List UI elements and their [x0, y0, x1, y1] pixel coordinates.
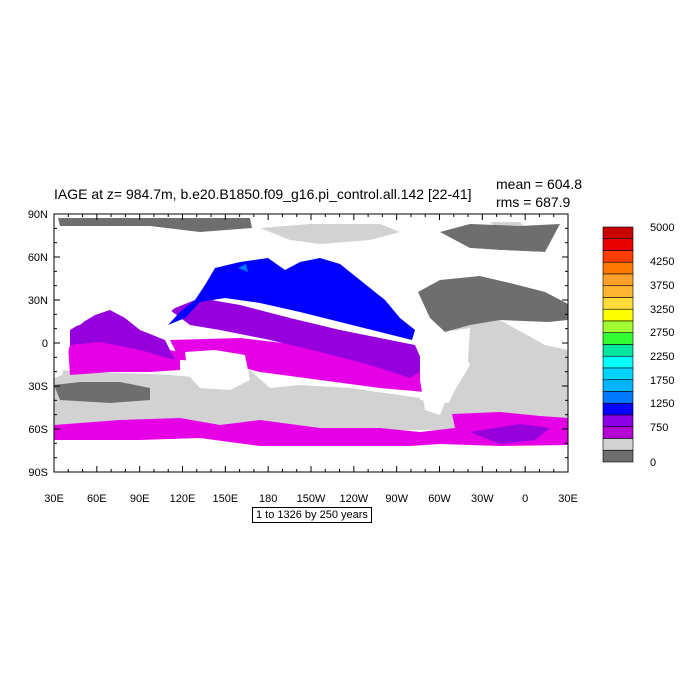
colorbar-box: [602, 226, 634, 240]
colorbar: 5000 4250 3750 3250 2750 2250 1750 1250 750 0: [602, 222, 674, 469]
colorbar-box: [602, 238, 634, 251]
colorbar-label: 750: [650, 422, 668, 434]
colorbar-label: 5000: [650, 222, 674, 234]
land-asia: [54, 236, 235, 330]
colorbar-box: [602, 402, 634, 416]
plot-title: IAGE at z= 984.7m, b.e20.B1850.f09_g16.p…: [54, 186, 472, 202]
lon-label: 120W: [339, 493, 368, 505]
rms-value: rms = 687.9: [496, 194, 571, 210]
colorbar-box: [602, 426, 634, 439]
north-pacific-blue: [168, 258, 415, 340]
colorbar-box: [602, 414, 634, 428]
mean-value: mean = 604.8: [496, 176, 583, 192]
lon-label: 30E: [558, 493, 578, 505]
longitude-axis: 30E 60E 90E 120E 150E 180 150W 120W 90W 60W 30W 0 30…: [44, 214, 578, 505]
colorbar-label: 1750: [650, 375, 674, 387]
southern-ocean-magenta: [54, 412, 568, 452]
land-namerica: [340, 240, 445, 330]
lon-label: 120E: [170, 493, 196, 505]
colorbar-box: [602, 261, 634, 275]
lon-label: 150E: [212, 493, 238, 505]
small-light-blue: [238, 264, 248, 272]
arctic-dark: [58, 218, 252, 232]
lon-label: 60E: [87, 493, 107, 505]
land-greenland: [470, 248, 545, 283]
colorbar-label: 2250: [650, 351, 674, 363]
lon-label: 150W: [297, 493, 326, 505]
lon-label: 180: [259, 493, 277, 505]
lat-label: 60S: [28, 424, 48, 436]
colorbar-label: 4250: [650, 256, 674, 268]
contour-info-box: 1 to 1326 by 250 years: [252, 507, 372, 523]
lat-label: 60N: [28, 252, 48, 264]
lon-label: 90E: [130, 493, 150, 505]
colorbar-box: [602, 438, 634, 451]
lat-label: 90S: [28, 467, 48, 479]
land-antarctica: [54, 446, 568, 472]
arctic-gray: [260, 224, 400, 244]
lon-label: 60W: [428, 493, 451, 505]
colorbar-box: [602, 250, 634, 263]
indian-ocean-gray: [54, 370, 420, 420]
colorbar-label: 0: [650, 457, 656, 469]
colorbar-box: [602, 297, 634, 310]
pacific-purple: [170, 298, 425, 378]
colorbar-box: [602, 320, 634, 334]
colorbar-box: [602, 285, 634, 298]
lon-label: 30E: [44, 493, 64, 505]
indian-ocean-purple: [70, 310, 175, 360]
south-atlantic-gray: [440, 315, 568, 420]
colorbar-label: 3750: [650, 280, 674, 292]
lon-label: 90W: [385, 493, 408, 505]
colorbar-box: [602, 308, 634, 322]
lat-label: 90N: [28, 209, 48, 221]
map-field: [54, 218, 568, 472]
southern-purple: [470, 424, 550, 444]
lon-label: 30W: [471, 493, 494, 505]
colorbar-box: [602, 391, 634, 404]
colorbar-box: [602, 379, 634, 392]
land-australia: [185, 350, 250, 390]
colorbar-box: [602, 367, 634, 381]
lat-label: 30N: [28, 295, 48, 307]
colorbar-box: [602, 344, 634, 357]
lat-label: 30S: [28, 381, 48, 393]
north-atlantic-dark: [418, 276, 568, 332]
colorbar-box: [602, 332, 634, 345]
colorbar-box: [602, 355, 634, 369]
colorbar-box: [602, 449, 634, 463]
lon-label: 0: [522, 493, 528, 505]
lat-label: 0: [42, 338, 48, 350]
south-pacific-magenta: [170, 338, 425, 392]
colorbar-label: 2750: [650, 327, 674, 339]
colorbar-label: 1250: [650, 398, 674, 410]
land-samerica: [420, 328, 470, 415]
latitude-axis: 90N 60N 30N 0 30S 60S 90S: [28, 209, 568, 479]
colorbar-label: 3250: [650, 304, 674, 316]
colorbar-box: [602, 273, 634, 287]
land-africa: [54, 328, 70, 378]
